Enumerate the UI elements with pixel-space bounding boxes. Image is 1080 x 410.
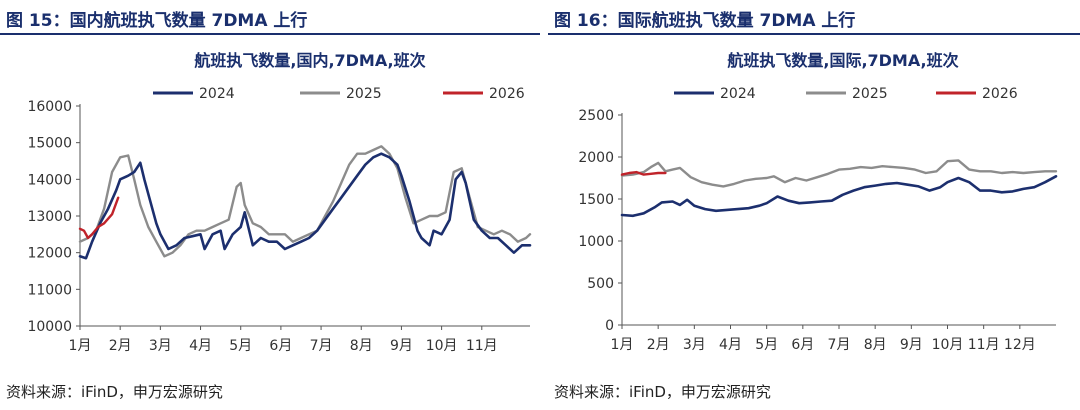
- x-tick-label: 10月: [932, 337, 964, 353]
- y-tick-label: 16000: [27, 99, 72, 115]
- legend-label-2024: 2024: [720, 86, 756, 102]
- y-tick-label: 1000: [578, 234, 614, 250]
- x-tick-label: 1月: [69, 338, 92, 354]
- title-rule: [0, 33, 540, 35]
- chart-title: 航班执飞数量,国际,7DMA,班次: [727, 51, 958, 70]
- x-tick-label: 5月: [229, 338, 252, 354]
- x-tick-label: 3月: [149, 338, 172, 354]
- x-tick-label: 6月: [791, 337, 814, 353]
- y-tick-label: 15000: [27, 136, 72, 152]
- x-tick-label: 2月: [109, 338, 132, 354]
- y-tick-label: 13000: [27, 209, 72, 225]
- series-line-2024: [620, 175, 1058, 218]
- x-tick-label: 7月: [310, 338, 333, 354]
- figure-title: 图 15：国内航班执飞数量 7DMA 上行: [6, 11, 308, 31]
- x-tick-label: 8月: [864, 337, 887, 353]
- series-line-2024: [78, 152, 532, 260]
- y-tick-label: 12000: [27, 246, 72, 262]
- legend-label-2026: 2026: [982, 86, 1018, 102]
- y-tick-label: 11000: [27, 282, 72, 298]
- x-tick-label: 4月: [189, 338, 212, 354]
- x-tick-label: 6月: [269, 338, 292, 354]
- chart-international: 航班执飞数量,国际,7DMA,班次 2024 2025 2026 0 500 1000 150…: [578, 51, 1058, 353]
- figure-title: 图 16：国际航班执飞数量 7DMA 上行: [554, 11, 856, 31]
- x-tick-label: 2月: [647, 337, 670, 353]
- x-tick-label: 7月: [828, 337, 851, 353]
- x-tick-label: 4月: [719, 337, 742, 353]
- y-tick-label: 14000: [27, 172, 72, 188]
- y-tick-label: 0: [605, 318, 614, 334]
- y-tick-label: 10000: [27, 319, 72, 335]
- legend-label-2026: 2026: [489, 86, 525, 102]
- series-line-2026: [620, 170, 667, 176]
- legend-label-2024: 2024: [199, 86, 235, 102]
- panel-domestic: 图 15：国内航班执飞数量 7DMA 上行 航班执飞数量,国内,7DMA,班次 2…: [0, 11, 540, 401]
- x-tick-label: 11月: [466, 338, 498, 354]
- series-line-2026: [78, 196, 120, 240]
- series-line-2025: [620, 159, 1058, 188]
- y-tick-label: 2000: [578, 150, 614, 166]
- panel-international: 图 16：国际航班执飞数量 7DMA 上行 航班执飞数量,国际,7DMA,班次 2…: [548, 0, 1080, 410]
- legend-label-2025: 2025: [852, 86, 888, 102]
- title-rule: [548, 33, 1080, 35]
- chart-domestic: 航班执飞数量,国内,7DMA,班次 2024 2025 2026 10000 11000 1…: [27, 51, 532, 354]
- x-tick-label: 9月: [900, 337, 923, 353]
- y-tick-label: 1500: [578, 192, 614, 208]
- x-tick-label: 10月: [426, 338, 458, 354]
- x-tick-label: 8月: [350, 338, 373, 354]
- x-tick-label: 12月: [1004, 337, 1036, 353]
- legend-label-2025: 2025: [346, 86, 382, 102]
- x-tick-label: 5月: [755, 337, 778, 353]
- chart-title: 航班执飞数量,国内,7DMA,班次: [194, 51, 425, 70]
- x-tick-label: 9月: [390, 338, 413, 354]
- x-tick-label: 1月: [611, 337, 634, 353]
- x-tick-label: 11月: [968, 337, 1000, 353]
- y-tick-label: 500: [587, 276, 614, 292]
- x-tick-label: 3月: [683, 337, 706, 353]
- series-line-2025: [78, 145, 532, 258]
- source-note: 资料来源：iFinD，申万宏源研究: [6, 383, 223, 401]
- y-tick-label: 2500: [578, 108, 614, 124]
- source-note: 资料来源：iFinD，申万宏源研究: [554, 383, 771, 401]
